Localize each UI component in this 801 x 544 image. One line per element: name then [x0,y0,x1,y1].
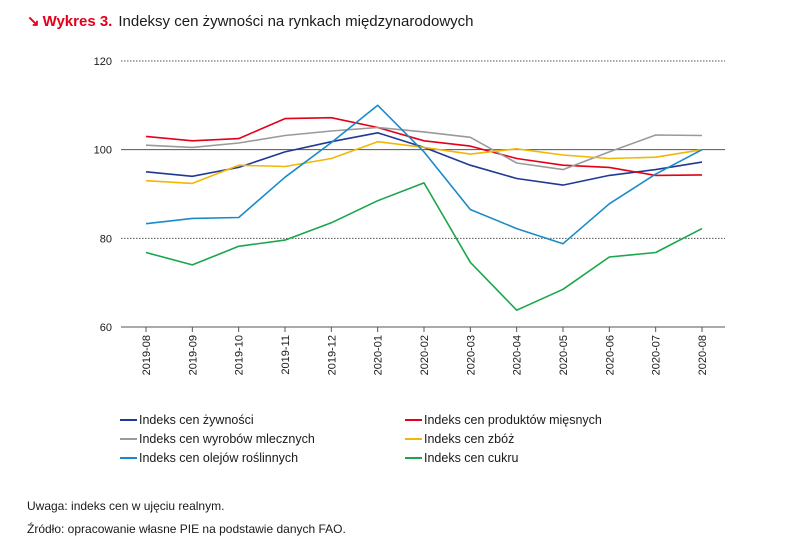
series-line [145,140,703,185]
legend-item: Indeks cen cukru [405,450,690,466]
chart-title-row: ↘ Wykres 3. Indeksy cen żywności na rynkac… [27,12,474,32]
legend-item: Indeks cen olejów roślinnych [120,450,405,466]
x-tick-label: 2019-08 [141,335,153,375]
legend-label: Indeks cen żywności [139,413,254,427]
x-tick-label: 2020-02 [419,335,431,375]
legend-swatch [120,419,137,421]
y-tick-label: 120 [94,56,112,68]
legend-label: Indeks cen produktów mięsnych [424,413,602,427]
chart-number: Wykres 3. [42,13,113,30]
y-tick-label: 80 [100,233,112,245]
x-tick-label: 2019-12 [326,335,338,375]
x-tick-label: 2020-07 [651,335,663,375]
x-tick-label: 2020-05 [558,335,570,375]
series-line [145,126,703,171]
legend-swatch [405,419,422,421]
series-line [145,182,703,312]
legend-label: Indeks cen zbóż [424,432,515,446]
legend-item: Indeks cen żywności [120,412,405,428]
legend-label: Indeks cen cukru [424,451,519,465]
x-tick-label: 2020-08 [697,335,709,375]
legend-item: Indeks cen wyrobów mlecznych [120,431,405,447]
x-tick-label: 2019-09 [187,335,199,375]
note-source: Źródło: opracowanie własne PIE na podsta… [27,522,346,536]
legend-label: Indeks cen wyrobów mlecznych [139,432,315,446]
x-tick-label: 2020-06 [604,335,616,375]
x-tick-label: 2020-04 [512,335,524,375]
chart-notes: Uwaga: indeks cen w ujęciu realnym. Źród… [27,495,346,541]
chart-title: Indeksy cen żywności na rynkach międzyna… [118,13,474,30]
series-line [145,104,703,245]
legend-swatch [405,438,422,440]
x-tick-label: 2020-03 [465,335,477,375]
y-tick-label: 100 [94,145,112,157]
legend-label: Indeks cen olejów roślinnych [139,451,299,465]
x-tick-label: 2019-11 [280,335,292,375]
x-tick-label: 2020-01 [373,335,385,375]
arrow-down-right-icon: ↘ [27,13,40,30]
series-line [145,116,703,177]
x-tick-label: 2019-10 [234,335,246,375]
legend-item: Indeks cen zbóż [405,431,690,447]
y-tick-label: 60 [100,322,112,334]
legend-swatch [405,457,422,459]
legend-item: Indeks cen produktów mięsnych [405,412,690,428]
legend-swatch [120,457,137,459]
legend-swatch [120,438,137,440]
chart-legend: Indeks cen żywności Indeks cen produktów… [120,412,720,466]
note-remark: Uwaga: indeks cen w ujęciu realnym. [27,499,225,513]
